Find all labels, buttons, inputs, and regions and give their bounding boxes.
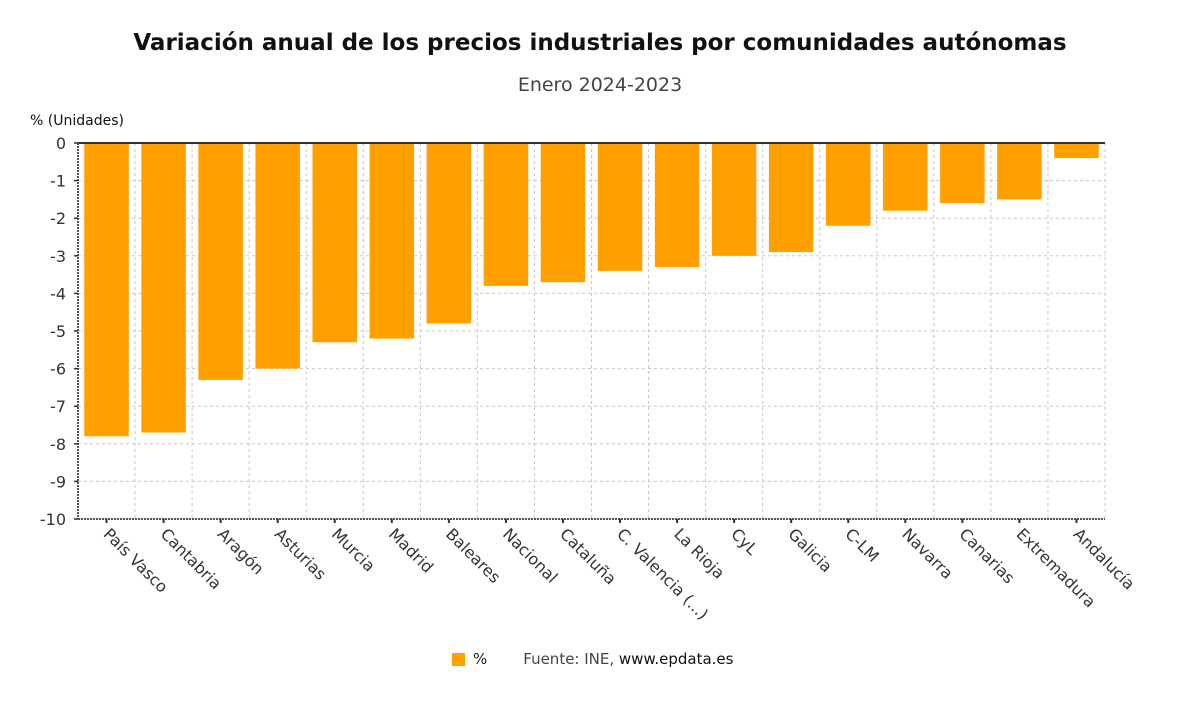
y-tick-label: -2 bbox=[50, 209, 66, 228]
x-tick-label: Aragón bbox=[214, 524, 268, 578]
bar[interactable] bbox=[426, 143, 472, 324]
y-tick-label: -6 bbox=[50, 360, 66, 379]
y-tick-label: -9 bbox=[50, 472, 66, 491]
y-tick-label: -4 bbox=[50, 284, 66, 303]
x-tick-label: Murcia bbox=[328, 524, 379, 575]
bar[interactable] bbox=[940, 143, 985, 204]
x-tick-label: Madrid bbox=[385, 524, 437, 576]
x-tick-label: Canarias bbox=[956, 524, 1019, 587]
x-tick-label: La Rioja bbox=[670, 524, 728, 582]
x-tick-label: Navarra bbox=[898, 524, 957, 583]
bar[interactable] bbox=[141, 143, 186, 433]
source-prefix: Fuente: INE, bbox=[523, 650, 619, 668]
bar[interactable] bbox=[198, 143, 243, 380]
y-tick-label: -3 bbox=[50, 247, 66, 266]
bar[interactable] bbox=[369, 143, 415, 339]
y-tick-label: -1 bbox=[50, 172, 66, 191]
bar[interactable] bbox=[84, 143, 129, 437]
y-tick-label: 0 bbox=[56, 134, 66, 153]
x-tick-label: C-LM bbox=[841, 524, 882, 565]
legend: % Fuente: INE, www.epdata.es bbox=[452, 650, 733, 668]
bar[interactable] bbox=[597, 143, 643, 271]
source-link[interactable]: www.epdata.es bbox=[618, 650, 734, 668]
y-tick-label: -10 bbox=[40, 510, 66, 529]
bar[interactable] bbox=[312, 143, 358, 343]
bar[interactable] bbox=[255, 143, 300, 369]
bar[interactable] bbox=[483, 143, 529, 286]
y-tick-label: -7 bbox=[50, 397, 66, 416]
x-tick-label: Nacional bbox=[499, 524, 561, 586]
x-tick-label: Galicia bbox=[784, 524, 836, 576]
bar[interactable] bbox=[883, 143, 928, 211]
chart-title: Variación anual de los precios industria… bbox=[133, 30, 1067, 56]
bars bbox=[84, 143, 1099, 437]
y-tick-label: -8 bbox=[50, 435, 66, 454]
legend-label: % bbox=[473, 650, 488, 668]
x-tick-label: Asturias bbox=[271, 524, 330, 583]
y-ticks: 0 -1 -2 -3 -4 -5 -6 -7 -8 -9 -10 bbox=[40, 134, 78, 529]
source-note: Fuente: INE, www.epdata.es bbox=[523, 650, 733, 668]
bar[interactable] bbox=[1054, 143, 1099, 159]
bar[interactable] bbox=[654, 143, 700, 268]
bar[interactable] bbox=[711, 143, 757, 256]
chart-subtitle: Enero 2024-2023 bbox=[517, 74, 683, 96]
x-tick-label: Baleares bbox=[442, 524, 504, 586]
bar[interactable] bbox=[825, 143, 871, 226]
x-tick-label: Cataluña bbox=[556, 524, 620, 588]
x-tick-label: CyL bbox=[727, 524, 761, 558]
bar[interactable] bbox=[540, 143, 586, 283]
grid bbox=[78, 143, 1106, 520]
bar[interactable] bbox=[997, 143, 1042, 200]
legend-swatch bbox=[452, 652, 465, 666]
bar[interactable] bbox=[768, 143, 814, 253]
y-axis-label: % (Unidades) bbox=[30, 113, 124, 129]
y-tick-label: -5 bbox=[50, 322, 66, 341]
